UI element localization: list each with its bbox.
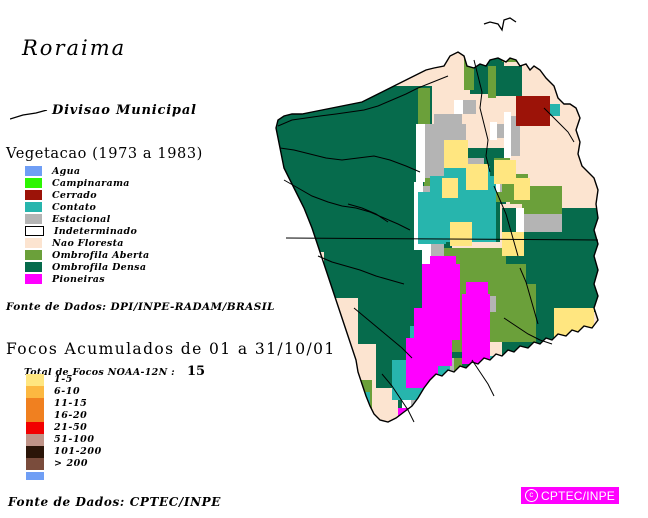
latitude-line [285, 237, 599, 241]
vegetation-legend-title: Vegetacao (1973 a 1983) [6, 146, 203, 162]
focos-label-1-5: 1-5 [54, 374, 73, 385]
border-fragment-north [483, 17, 517, 32]
legend-item-pioneiras: Pioneiras [25, 273, 256, 285]
focos-total: Total de Focos NOAA-12N : 15 [24, 364, 205, 379]
roraima-vegetation-map[interactable] [258, 8, 646, 478]
cptec-badge[interactable]: c CPTEC/INPE [521, 487, 620, 504]
diagonal-line-icon [10, 110, 48, 120]
focos-scale-item-16-20: 16-20 [26, 410, 102, 422]
legend-item-ombrofila-aberta: Ombrofila Aberta [25, 249, 256, 261]
focos-label-51-100: 51-100 [54, 434, 95, 445]
bottom-source-text: Fonte de Dados: CPTEC/INPE [8, 495, 222, 509]
focos-color-scale: 1-5 6-10 11-15 16-20 21-50 51-100 101-20… [26, 374, 102, 482]
focos-label-over-200: > 200 [54, 458, 89, 469]
cptec-badge-label: CPTEC/INPE [541, 488, 616, 503]
legend-item-contato: Contato [25, 201, 256, 213]
focos-swatch-101-200 [26, 446, 44, 458]
focos-swatch-1-5 [26, 374, 44, 386]
focos-swatch-extra [26, 472, 44, 480]
focos-swatch-over-200 [26, 458, 44, 470]
focos-scale-item-1-5: 1-5 [26, 374, 102, 386]
legend-label-indeterminado: Indeterminado [54, 225, 138, 237]
legend-swatch-contato [25, 202, 42, 212]
focos-scale-item-51-100: 51-100 [26, 434, 102, 446]
focos-swatch-11-15 [26, 398, 44, 410]
map-fill-layer [276, 52, 598, 422]
map-class-pioneiras [398, 256, 490, 422]
vegetation-legend-rows: Agua Campinarama Cerrado Contato Estacio… [25, 165, 256, 285]
legend-swatch-campinarama [25, 178, 42, 188]
legend-swatch-estacional [25, 214, 42, 224]
legend-item-campinarama: Campinarama [25, 177, 256, 189]
legend-label-ombrofila-aberta: Ombrofila Aberta [52, 249, 150, 261]
focos-swatch-51-100 [26, 434, 44, 446]
focos-scale-item-21-50: 21-50 [26, 422, 102, 434]
focos-swatch-6-10 [26, 386, 44, 398]
focos-scale-item-101-200: 101-200 [26, 446, 102, 458]
focos-label-21-50: 21-50 [54, 422, 88, 433]
focos-swatch-16-20 [26, 410, 44, 422]
map-class-cerrado [516, 96, 550, 126]
legend-item-nao-floresta: Nao Floresta [25, 237, 256, 249]
legend-swatch-ombrofila-densa [25, 262, 42, 272]
focos-scale-item-6-10: 6-10 [26, 386, 102, 398]
focos-total-value: 15 [186, 364, 206, 379]
legend-label-pioneiras: Pioneiras [52, 273, 105, 285]
legend-label-estacional: Estacional [52, 213, 111, 225]
copyright-icon: c [525, 489, 538, 502]
municipal-boundaries [277, 59, 575, 423]
legend-item-indeterminado: Indeterminado [25, 225, 256, 237]
legend-swatch-agua [25, 166, 42, 176]
legend-swatch-ombrofila-aberta [25, 250, 42, 260]
legend-label-ombrofila-densa: Ombrofila Densa [52, 261, 147, 273]
map-svg[interactable] [258, 8, 646, 478]
municipal-division-key: Divisao Municipal [10, 103, 250, 125]
legend-label-nao-floresta: Nao Floresta [52, 237, 124, 249]
page-title: Roraima [22, 36, 127, 60]
legend-swatch-pioneiras [25, 274, 42, 284]
state-outline [275, 51, 599, 423]
legend-item-estacional: Estacional [25, 213, 256, 225]
focos-label-11-15: 11-15 [54, 398, 88, 409]
focos-scale-item-extra [26, 470, 102, 482]
legend-item-agua: Agua [25, 165, 256, 177]
focos-total-label: Total de Focos NOAA-12N : [24, 367, 175, 378]
legend-swatch-nao-floresta [25, 238, 42, 248]
legend-swatch-cerrado [25, 190, 42, 200]
focos-label-16-20: 16-20 [54, 410, 88, 421]
focos-label-6-10: 6-10 [54, 386, 81, 397]
legend-label-agua: Agua [52, 165, 81, 177]
legend-item-ombrofila-densa: Ombrofila Densa [25, 261, 256, 273]
legend-label-contato: Contato [52, 201, 97, 213]
focos-title: Focos Acumulados de 01 a 31/10/01 [6, 340, 336, 358]
legend-label-campinarama: Campinarama [52, 177, 130, 189]
vegetation-source-text: Fonte de Dados: DPI/INPE-RADAM/BRASIL [6, 301, 275, 313]
municipal-division-label: Divisao Municipal [52, 103, 197, 118]
focos-label-101-200: 101-200 [54, 446, 102, 457]
focos-scale-item-over-200: > 200 [26, 458, 102, 470]
vegetation-legend: Vegetacao (1973 a 1983) Agua Campinarama… [6, 146, 256, 285]
focos-swatch-21-50 [26, 422, 44, 434]
legend-swatch-indeterminado [25, 226, 44, 236]
focos-scale-item-11-15: 11-15 [26, 398, 102, 410]
legend-item-cerrado: Cerrado [25, 189, 256, 201]
legend-label-cerrado: Cerrado [52, 189, 97, 201]
